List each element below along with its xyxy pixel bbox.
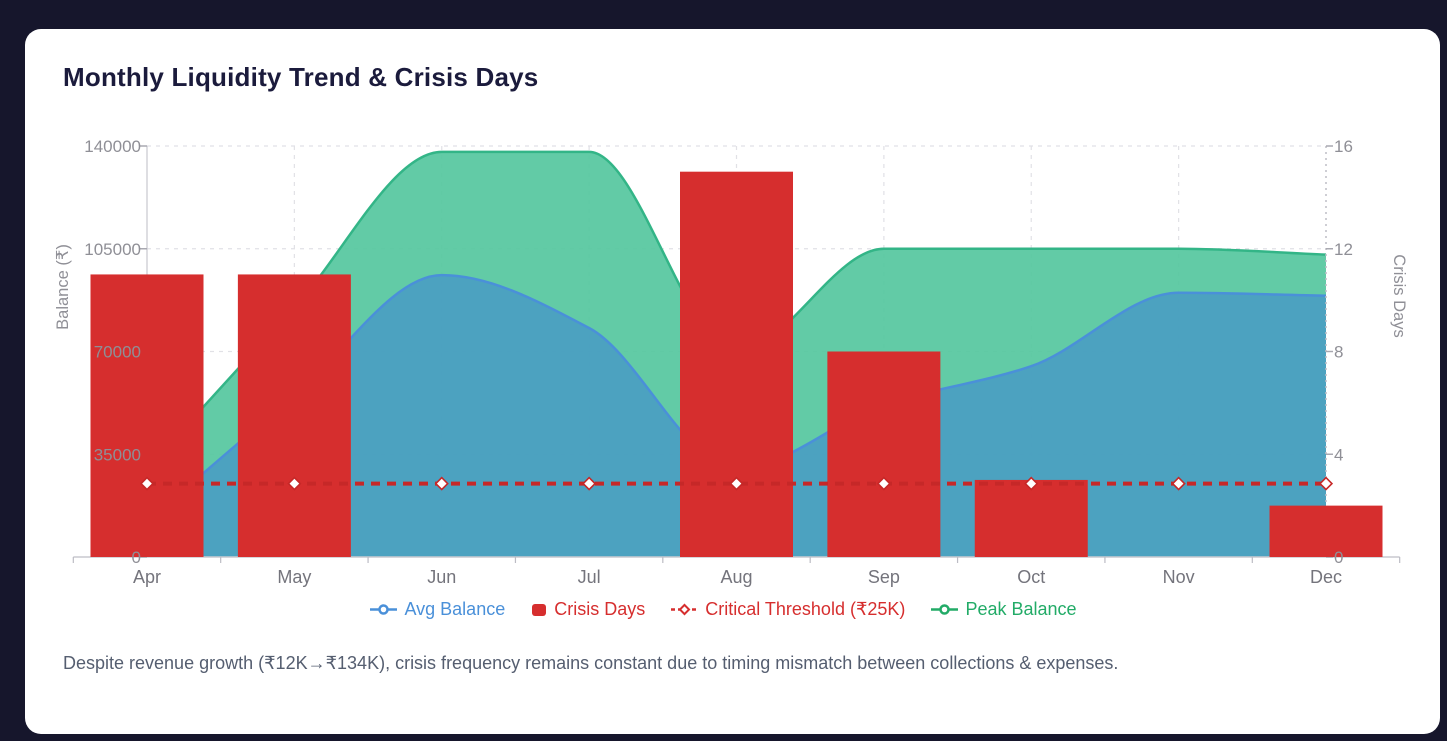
left-axis-tick-label: 70000 (94, 343, 141, 362)
x-axis-label-aug: Aug (720, 567, 752, 587)
line-circle-icon (931, 604, 959, 615)
legend-item-avg-balance[interactable]: Avg Balance (370, 599, 505, 620)
legend-item-critical-threshold[interactable]: Critical Threshold (₹25K) (671, 599, 905, 620)
chart-caption: Despite revenue growth (₹12K→₹134K), cri… (63, 653, 1119, 673)
right-axis-title: Crisis Days (1390, 254, 1408, 337)
left-axis-tick-label: 35000 (94, 445, 141, 464)
x-axis-label-dec: Dec (1310, 567, 1342, 587)
chart-legend: Avg Balance Crisis Days Critical Thresho… (0, 599, 1447, 620)
right-axis-tick-label: 8 (1334, 343, 1343, 362)
crisis-days-bar-oct[interactable] (974, 479, 1088, 557)
left-axis-tick-label: 105000 (84, 240, 141, 259)
legend-item-crisis-days[interactable]: Crisis Days (531, 599, 645, 620)
threshold-marker (1171, 476, 1186, 491)
legend-label: Crisis Days (554, 599, 646, 619)
line-circle-icon (370, 604, 398, 615)
x-axis-label-jul: Jul (578, 567, 601, 587)
x-axis-label-apr: Apr (133, 567, 161, 587)
crisis-days-bar-may[interactable] (237, 274, 351, 557)
threshold-marker (876, 476, 891, 491)
bar-swatch-icon (532, 603, 547, 616)
crisis-days-bar-dec[interactable] (1269, 505, 1383, 557)
left-axis-tick-label: 0 (132, 548, 141, 567)
x-axis-label-jun: Jun (427, 567, 456, 587)
threshold-marker (729, 476, 744, 491)
crisis-days-bar-apr[interactable] (90, 274, 204, 557)
right-axis-tick-label: 16 (1334, 137, 1353, 156)
threshold-marker (1318, 476, 1334, 491)
legend-item-peak-balance[interactable]: Peak Balance (931, 599, 1077, 620)
x-axis-label-nov: Nov (1163, 567, 1195, 587)
threshold-marker (1024, 476, 1039, 491)
x-axis-label-oct: Oct (1017, 567, 1045, 587)
crisis-days-bar-aug[interactable] (680, 171, 793, 557)
right-axis-tick-label: 0 (1334, 548, 1343, 567)
crisis-days-bar-sep[interactable] (827, 351, 941, 558)
threshold-marker (582, 476, 597, 491)
legend-label: Critical Threshold (₹25K) (705, 599, 906, 619)
right-axis-tick-label: 12 (1334, 240, 1353, 259)
x-axis-label-may: May (277, 567, 311, 587)
right-axis-tick-label: 4 (1334, 445, 1343, 464)
threshold-marker (287, 476, 302, 491)
x-axis-label-sep: Sep (868, 567, 900, 587)
legend-label: Avg Balance (404, 599, 506, 619)
threshold-marker (139, 476, 155, 491)
legend-label: Peak Balance (965, 599, 1077, 619)
dashed-line-diamond-icon (671, 603, 699, 616)
left-axis-title: Balance (₹) (54, 244, 72, 330)
page-title: Monthly Liquidity Trend & Crisis Days (63, 62, 539, 92)
left-axis-tick-label: 140000 (84, 137, 141, 156)
threshold-marker (434, 476, 449, 491)
